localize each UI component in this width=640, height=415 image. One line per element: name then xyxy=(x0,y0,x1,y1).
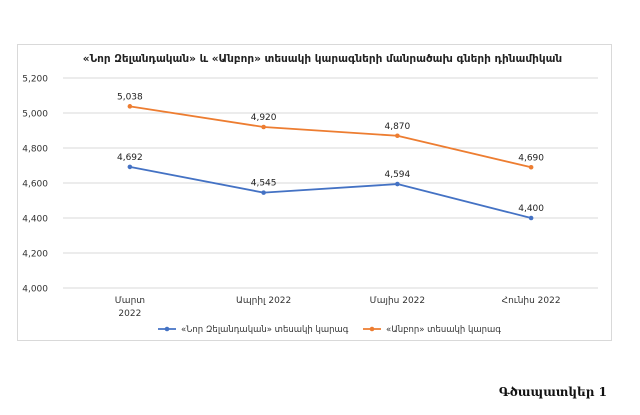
y-tick-label: 4,800 xyxy=(22,145,48,155)
data-point xyxy=(528,164,534,170)
chart-title: «Նոր Զելանդական» և «Անբոր» տեսակի կարագն… xyxy=(83,53,562,65)
y-tick-label: 4,000 xyxy=(22,285,48,295)
x-tick-label: 2022 xyxy=(118,309,141,319)
data-label: 4,400 xyxy=(518,204,544,214)
y-tick-label: 5,200 xyxy=(22,75,48,85)
series-line-1 xyxy=(129,166,532,219)
legend-marker xyxy=(164,326,170,332)
data-label: 5,038 xyxy=(117,92,143,102)
y-tick-label: 4,600 xyxy=(22,180,48,190)
data-label: 4,692 xyxy=(117,153,143,163)
series-line-2 xyxy=(129,105,532,169)
data-point xyxy=(528,215,534,221)
data-point xyxy=(127,164,133,170)
y-tick-label: 4,400 xyxy=(22,215,48,225)
legend-label: «Անբոր» տեսակի կարագ xyxy=(386,325,501,335)
data-point xyxy=(127,104,133,109)
y-tick-label: 5,000 xyxy=(22,110,48,120)
x-tick-label: Ապրիլ 2022 xyxy=(236,296,291,306)
data-point xyxy=(261,190,266,195)
line-chart: «Նոր Զելանդական» և «Անբոր» տեսակի կարագն… xyxy=(22,53,598,335)
x-tick-label: Հունիս 2022 xyxy=(502,296,561,306)
data-label: 4,545 xyxy=(251,179,277,189)
x-tick-label: Մարտ xyxy=(115,296,145,306)
legend-marker xyxy=(369,326,375,332)
data-point xyxy=(395,181,400,187)
legend-label: «Նոր Զելանդական» տեսակի կարագ xyxy=(181,325,349,335)
data-label: 4,594 xyxy=(384,170,410,180)
figure-caption: Գծապատկեր 1 xyxy=(498,385,607,399)
chart-container: «Նոր Զելանդական» և «Անբոր» տեսակի կարագն… xyxy=(17,44,612,341)
data-label: 4,690 xyxy=(518,153,544,163)
x-tick-label: Մայիս 2022 xyxy=(370,296,426,306)
y-tick-label: 4,200 xyxy=(22,250,48,260)
data-point xyxy=(395,133,400,139)
data-label: 4,920 xyxy=(251,113,277,123)
data-point xyxy=(261,124,266,130)
data-label: 4,870 xyxy=(384,122,410,132)
